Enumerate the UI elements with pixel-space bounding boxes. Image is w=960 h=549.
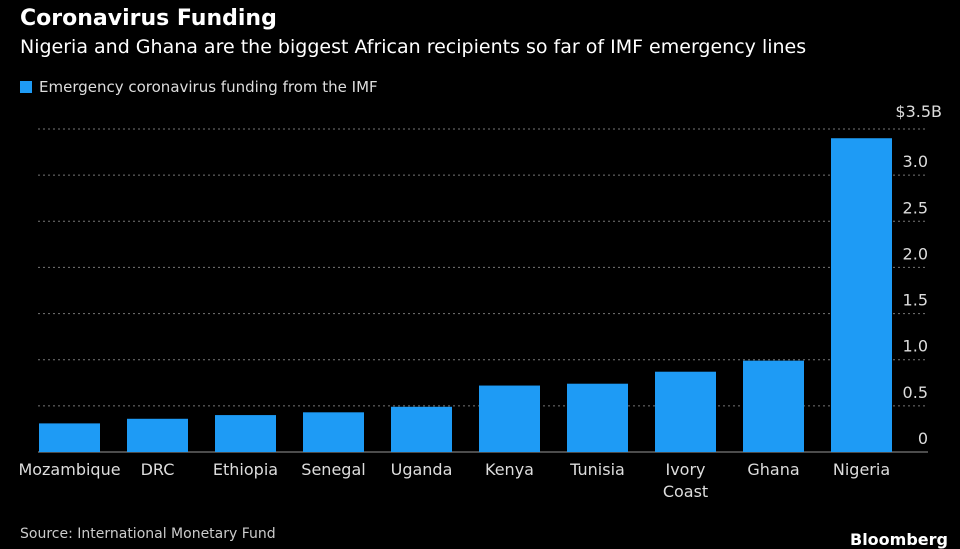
legend-swatch: [20, 81, 32, 93]
source-note: Source: International Monetary Fund: [20, 526, 276, 542]
bar-nigeria: [831, 138, 892, 452]
bar-senegal: [303, 412, 364, 452]
bar-uganda: [391, 406, 452, 452]
y-tick-label: 0.5: [903, 383, 928, 402]
y-tick-label: 2.5: [903, 198, 928, 217]
legend-label: Emergency coronavirus funding from the I…: [39, 78, 378, 96]
x-tick-label: Tunisia: [569, 460, 625, 479]
bar-kenya: [479, 385, 540, 452]
y-tick-label: 2.0: [903, 244, 928, 263]
y-tick-label: 3.0: [903, 152, 928, 171]
x-tick-label: Mozambique: [18, 460, 120, 479]
x-tick-label: Uganda: [391, 460, 453, 479]
legend: Emergency coronavirus funding from the I…: [20, 78, 378, 96]
y-tick-label: 0: [918, 429, 928, 448]
chart-title: Coronavirus Funding: [20, 6, 277, 31]
x-tick-label: Ghana: [747, 460, 799, 479]
bar-ivory-coast: [655, 371, 716, 452]
y-tick-label: 1.0: [903, 337, 928, 356]
bar-ghana: [743, 360, 804, 452]
x-tick-label: Nigeria: [833, 460, 890, 479]
bar-tunisia: [567, 383, 628, 452]
y-tick-label: $3.5B: [895, 102, 942, 121]
bar-mozambique: [39, 423, 100, 452]
bar-ethiopia: [215, 415, 276, 452]
x-tick-label: Senegal: [301, 460, 365, 479]
y-tick-label: 1.5: [903, 291, 928, 310]
x-tick-label: DRC: [141, 460, 175, 479]
x-tick-label: Ethiopia: [213, 460, 278, 479]
x-tick-label: Ivory Coast: [663, 460, 708, 501]
x-tick-label: Kenya: [485, 460, 534, 479]
chart-subtitle: Nigeria and Ghana are the biggest Africa…: [20, 36, 807, 58]
bar-drc: [127, 418, 188, 452]
